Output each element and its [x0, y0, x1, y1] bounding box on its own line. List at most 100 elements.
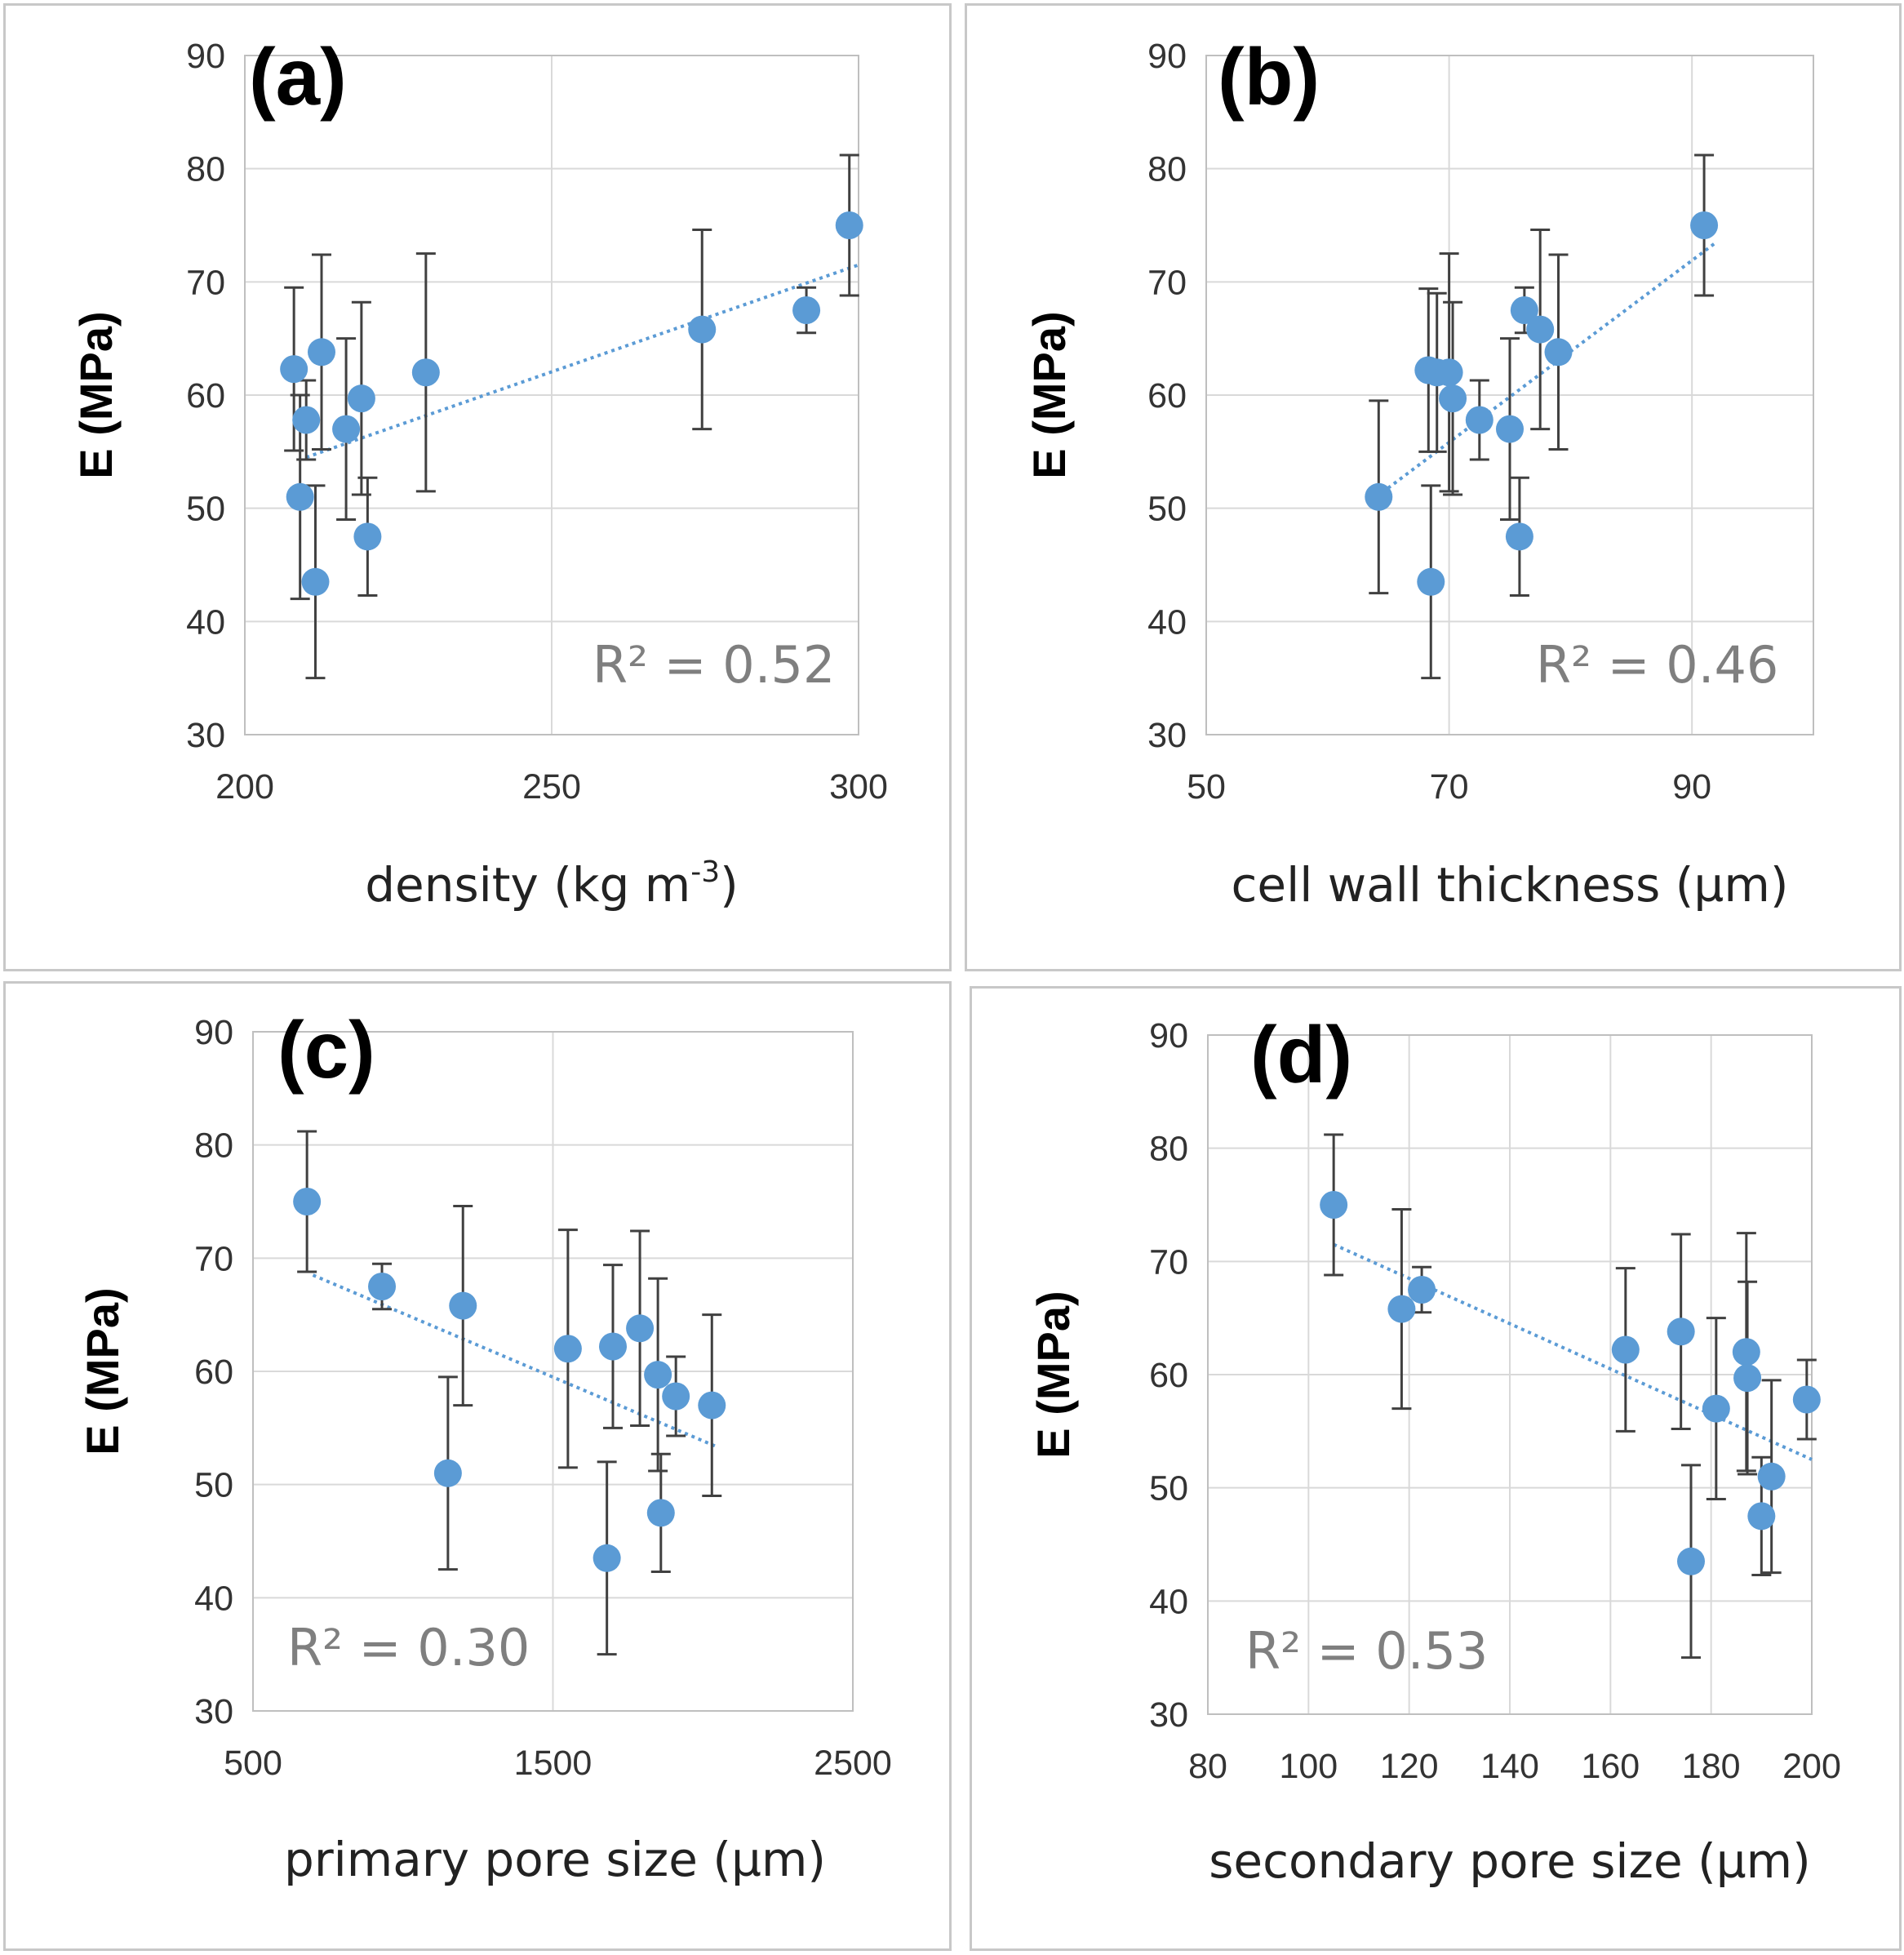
x-axis-label: secondary pore size (µm): [1209, 1833, 1811, 1889]
y-tick-label: 30: [186, 716, 225, 755]
plot-area: [244, 55, 859, 735]
x-axis-label: primary pore size (µm): [284, 1832, 826, 1887]
x-tick-label: 80: [1188, 1747, 1227, 1786]
data-point: [1510, 296, 1538, 324]
y-tick-label: 40: [1149, 1582, 1188, 1621]
data-point: [1757, 1462, 1786, 1491]
data-point: [646, 1499, 675, 1527]
x-tick-label: 500: [224, 1744, 282, 1783]
data-point: [308, 338, 335, 367]
data-point: [644, 1361, 672, 1389]
y-tick-label: 40: [194, 1579, 233, 1618]
panel-c: [3, 981, 952, 1951]
data-point: [1435, 358, 1463, 387]
x-axis-label: cell wall thickness (µm): [1232, 857, 1789, 913]
chart-b: 30 40 50 60 70 80 90 50 70 90 (b) R² = 0.46 cell wal…: [1023, 32, 1814, 913]
data-point: [347, 384, 375, 413]
plot-area: [1205, 55, 1814, 735]
y-tick-label: 50: [1149, 1469, 1188, 1508]
x-tick-label: 200: [215, 767, 274, 806]
panel-label: (b): [1218, 32, 1320, 122]
x-tick-label: 120: [1380, 1747, 1439, 1786]
panel-label: (d): [1250, 1010, 1352, 1100]
y-tick-label: 70: [186, 263, 225, 302]
y-tick-label: 60: [1149, 1356, 1188, 1395]
data-point: [368, 1273, 397, 1300]
panel-b: [965, 3, 1902, 971]
y-tick-label: 50: [194, 1466, 233, 1505]
data-point: [332, 415, 361, 443]
data-point: [698, 1391, 726, 1420]
panel-a: [3, 3, 952, 971]
data-point: [662, 1382, 690, 1411]
chart-a: 30 40 50 60 70 80 90 200 250 300 (a) R² = 0.52 densi…: [70, 32, 888, 913]
data-point: [1387, 1295, 1416, 1323]
y-tick-label: 70: [1147, 263, 1187, 302]
data-point: [1320, 1191, 1348, 1219]
x-tick-label: 50: [1187, 767, 1226, 806]
data-point: [1408, 1276, 1436, 1304]
data-point: [1496, 415, 1524, 443]
y-axis-label: E (MPa): [1023, 311, 1075, 478]
x-axis-label: density (kg m-3): [365, 855, 739, 913]
x-tick-label: 300: [829, 767, 888, 806]
data-point: [1667, 1317, 1695, 1346]
y-tick-label: 60: [1147, 376, 1187, 415]
data-point: [1733, 1364, 1762, 1393]
y-tick-label: 60: [186, 376, 225, 415]
data-point: [301, 567, 330, 596]
data-point: [353, 522, 382, 551]
y-tick-label: 30: [1149, 1695, 1188, 1735]
data-point: [449, 1291, 477, 1320]
r-squared-annotation: R² = 0.30: [287, 1618, 530, 1677]
data-point: [411, 358, 440, 387]
x-tick-label: 250: [522, 767, 581, 806]
y-tick-label: 50: [186, 490, 225, 529]
plot-area: [252, 1031, 854, 1712]
data-point: [280, 355, 308, 384]
data-point: [1732, 1338, 1760, 1366]
y-tick-label: 90: [194, 1013, 233, 1052]
r-squared-annotation: R² = 0.52: [593, 635, 835, 695]
data-point: [293, 1188, 322, 1215]
chart-c: 30 40 50 60 70 80 90 500 1500 2500 (c) R² = 0.30 pri…: [77, 1005, 892, 1887]
y-tick-label: 40: [186, 602, 225, 642]
y-tick-label: 70: [1149, 1242, 1188, 1282]
data-point: [835, 211, 863, 239]
data-point: [433, 1459, 462, 1487]
x-tick-label: 180: [1682, 1747, 1741, 1786]
data-point: [553, 1335, 582, 1363]
x-tick-label: 140: [1480, 1747, 1539, 1786]
y-tick-label: 90: [186, 37, 225, 76]
y-tick-label: 80: [1147, 150, 1187, 189]
y-tick-label: 80: [1149, 1130, 1188, 1169]
data-point: [1439, 384, 1467, 413]
x-tick-label: 100: [1279, 1747, 1338, 1786]
data-point: [626, 1314, 655, 1343]
y-axis-label: E (MPa): [77, 1287, 128, 1455]
panel-label: (c): [277, 1005, 375, 1095]
x-tick-label: 90: [1672, 767, 1711, 806]
data-point: [1611, 1335, 1640, 1364]
y-tick-label: 50: [1147, 490, 1187, 529]
y-axis-label: E (MPa): [70, 311, 122, 478]
data-point: [1505, 522, 1533, 551]
panel-label: (a): [249, 32, 347, 122]
data-point: [1792, 1385, 1821, 1414]
y-axis-label: E (MPa): [1027, 1291, 1079, 1458]
data-point: [1365, 482, 1393, 511]
x-tick-label: 200: [1782, 1747, 1841, 1786]
data-point: [1465, 406, 1493, 434]
x-tick-label: 70: [1430, 767, 1469, 806]
r-squared-annotation: R² = 0.46: [1536, 635, 1778, 695]
data-point: [1702, 1394, 1730, 1423]
data-point: [593, 1544, 621, 1572]
y-tick-label: 30: [194, 1692, 233, 1731]
data-point: [286, 482, 314, 511]
y-tick-label: 90: [1149, 1016, 1188, 1055]
x-tick-label: 160: [1581, 1747, 1640, 1786]
trendline: [305, 263, 859, 460]
y-tick-label: 80: [194, 1126, 233, 1166]
plot-area: [1207, 1034, 1813, 1715]
